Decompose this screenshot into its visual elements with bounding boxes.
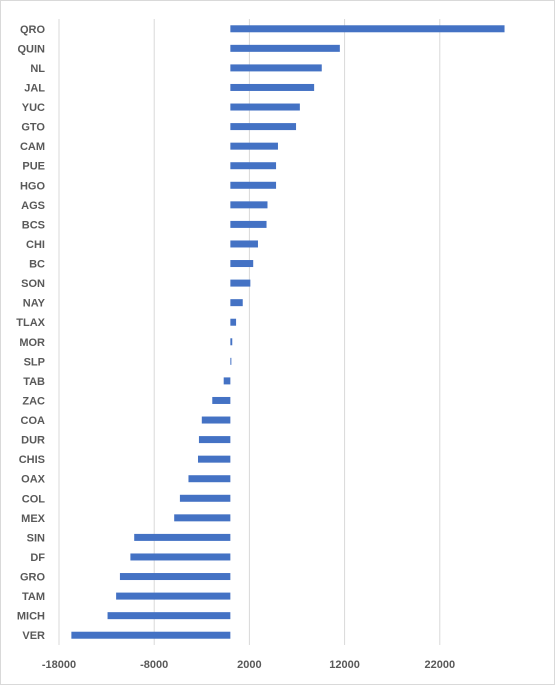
category-label: VER — [22, 630, 45, 642]
category-label: COA — [21, 415, 46, 427]
bar-oax — [188, 475, 231, 483]
category-label: DF — [30, 552, 45, 564]
x-tick-label: -8000 — [140, 659, 168, 671]
category-label: TAB — [23, 376, 45, 388]
category-label: TLAX — [16, 317, 45, 329]
x-tick-label: 2000 — [237, 659, 261, 671]
gridlines — [58, 19, 441, 645]
category-label: BC — [29, 259, 45, 271]
bar-nl — [230, 64, 322, 72]
category-label: SLP — [24, 356, 45, 368]
bar-tlax — [230, 318, 237, 326]
bar-hgo — [230, 181, 277, 189]
bar-gro — [119, 573, 231, 581]
x-tick-label: 12000 — [329, 659, 360, 671]
category-label: CHI — [26, 239, 45, 251]
category-label: CAM — [20, 141, 45, 153]
category-label: COL — [22, 493, 46, 505]
bar-cam — [230, 142, 278, 150]
category-label: MEX — [21, 513, 46, 525]
bar-quin — [230, 44, 340, 52]
bar-tab — [223, 377, 231, 385]
bar-slp — [230, 357, 232, 365]
bar-mex — [174, 514, 231, 522]
bar-tam — [116, 592, 231, 600]
category-labels: QRO QUIN NL JAL YUC GTO CAM PUE HGO AGS BCS CHI BC SO… — [16, 24, 45, 642]
bar-bcs — [230, 220, 267, 228]
category-label: MICH — [17, 611, 45, 623]
category-label: MOR — [19, 337, 45, 349]
category-label: QUIN — [18, 43, 46, 55]
bar-coa — [201, 416, 231, 424]
bars — [71, 25, 505, 639]
category-label: QRO — [20, 24, 46, 36]
category-label: YUC — [22, 102, 45, 114]
category-label: AGS — [21, 200, 45, 212]
bar-son — [230, 279, 251, 287]
category-label: JAL — [24, 82, 45, 94]
category-label: NL — [30, 63, 45, 75]
category-label: SON — [21, 278, 45, 290]
category-label: GRO — [20, 572, 46, 584]
bar-qro — [230, 25, 505, 33]
bar-col — [179, 494, 231, 502]
bar-ver — [71, 631, 231, 639]
bar-bc — [230, 260, 254, 268]
category-label: BCS — [22, 219, 45, 231]
category-label: HGO — [20, 180, 46, 192]
category-label: PUE — [22, 161, 45, 173]
bar-yuc — [230, 103, 300, 111]
bar-jal — [230, 83, 315, 91]
bar-mor — [230, 338, 233, 346]
category-label: NAY — [23, 298, 46, 310]
bar-chis — [197, 455, 231, 463]
category-label: TAM — [22, 591, 45, 603]
bar-ags — [230, 201, 268, 209]
category-label: DUR — [21, 435, 45, 447]
category-label: SIN — [27, 532, 45, 544]
bar-dur — [198, 436, 231, 444]
bar-pue — [230, 162, 277, 170]
x-tick-label: -18000 — [42, 659, 76, 671]
bar-gto — [230, 123, 297, 131]
category-label: GTO — [21, 122, 45, 134]
bar-sin — [134, 533, 231, 541]
bar-mich — [107, 612, 231, 620]
x-tick-label: 22000 — [425, 659, 456, 671]
bar-zac — [212, 396, 231, 404]
category-label: ZAC — [22, 395, 45, 407]
x-axis-tick-labels: -18000 -8000 2000 12000 22000 — [42, 659, 455, 671]
bar-df — [130, 553, 231, 561]
category-label: OAX — [21, 474, 46, 486]
bar-nay — [230, 299, 243, 307]
bar-chi — [230, 240, 258, 248]
category-label: CHIS — [19, 454, 45, 466]
